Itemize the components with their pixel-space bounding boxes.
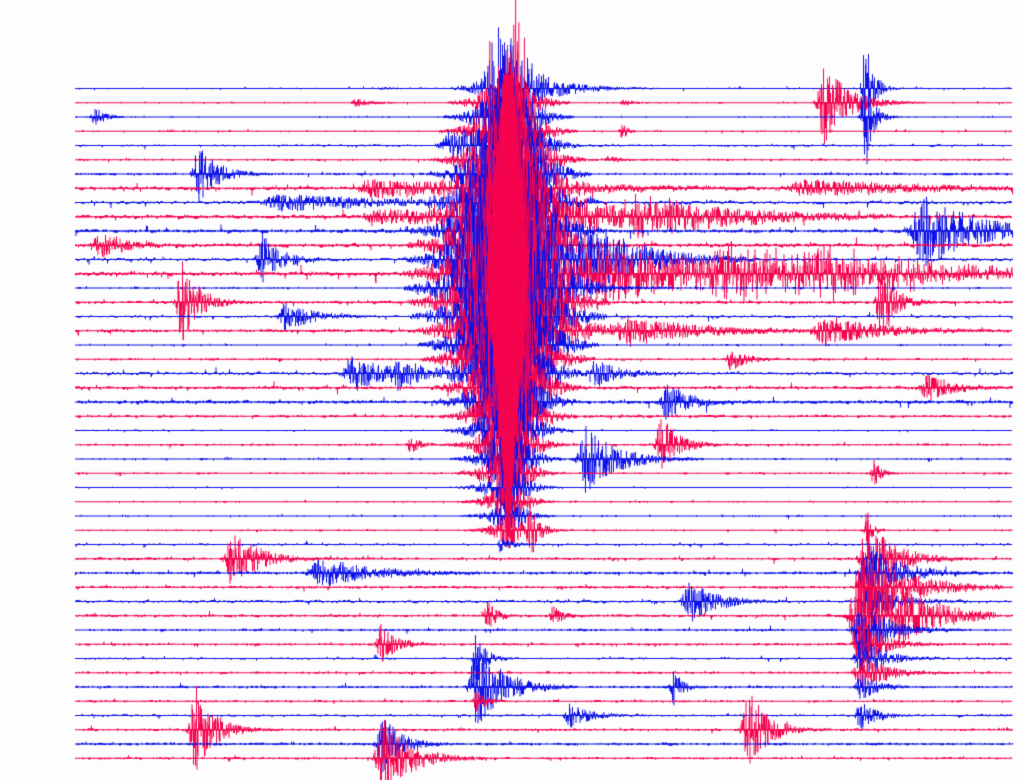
seismogram-traces (0, 0, 1024, 780)
helicorder-plot: CL Agios Ioannis Applied filter: WWSSN-S… (0, 0, 1024, 780)
